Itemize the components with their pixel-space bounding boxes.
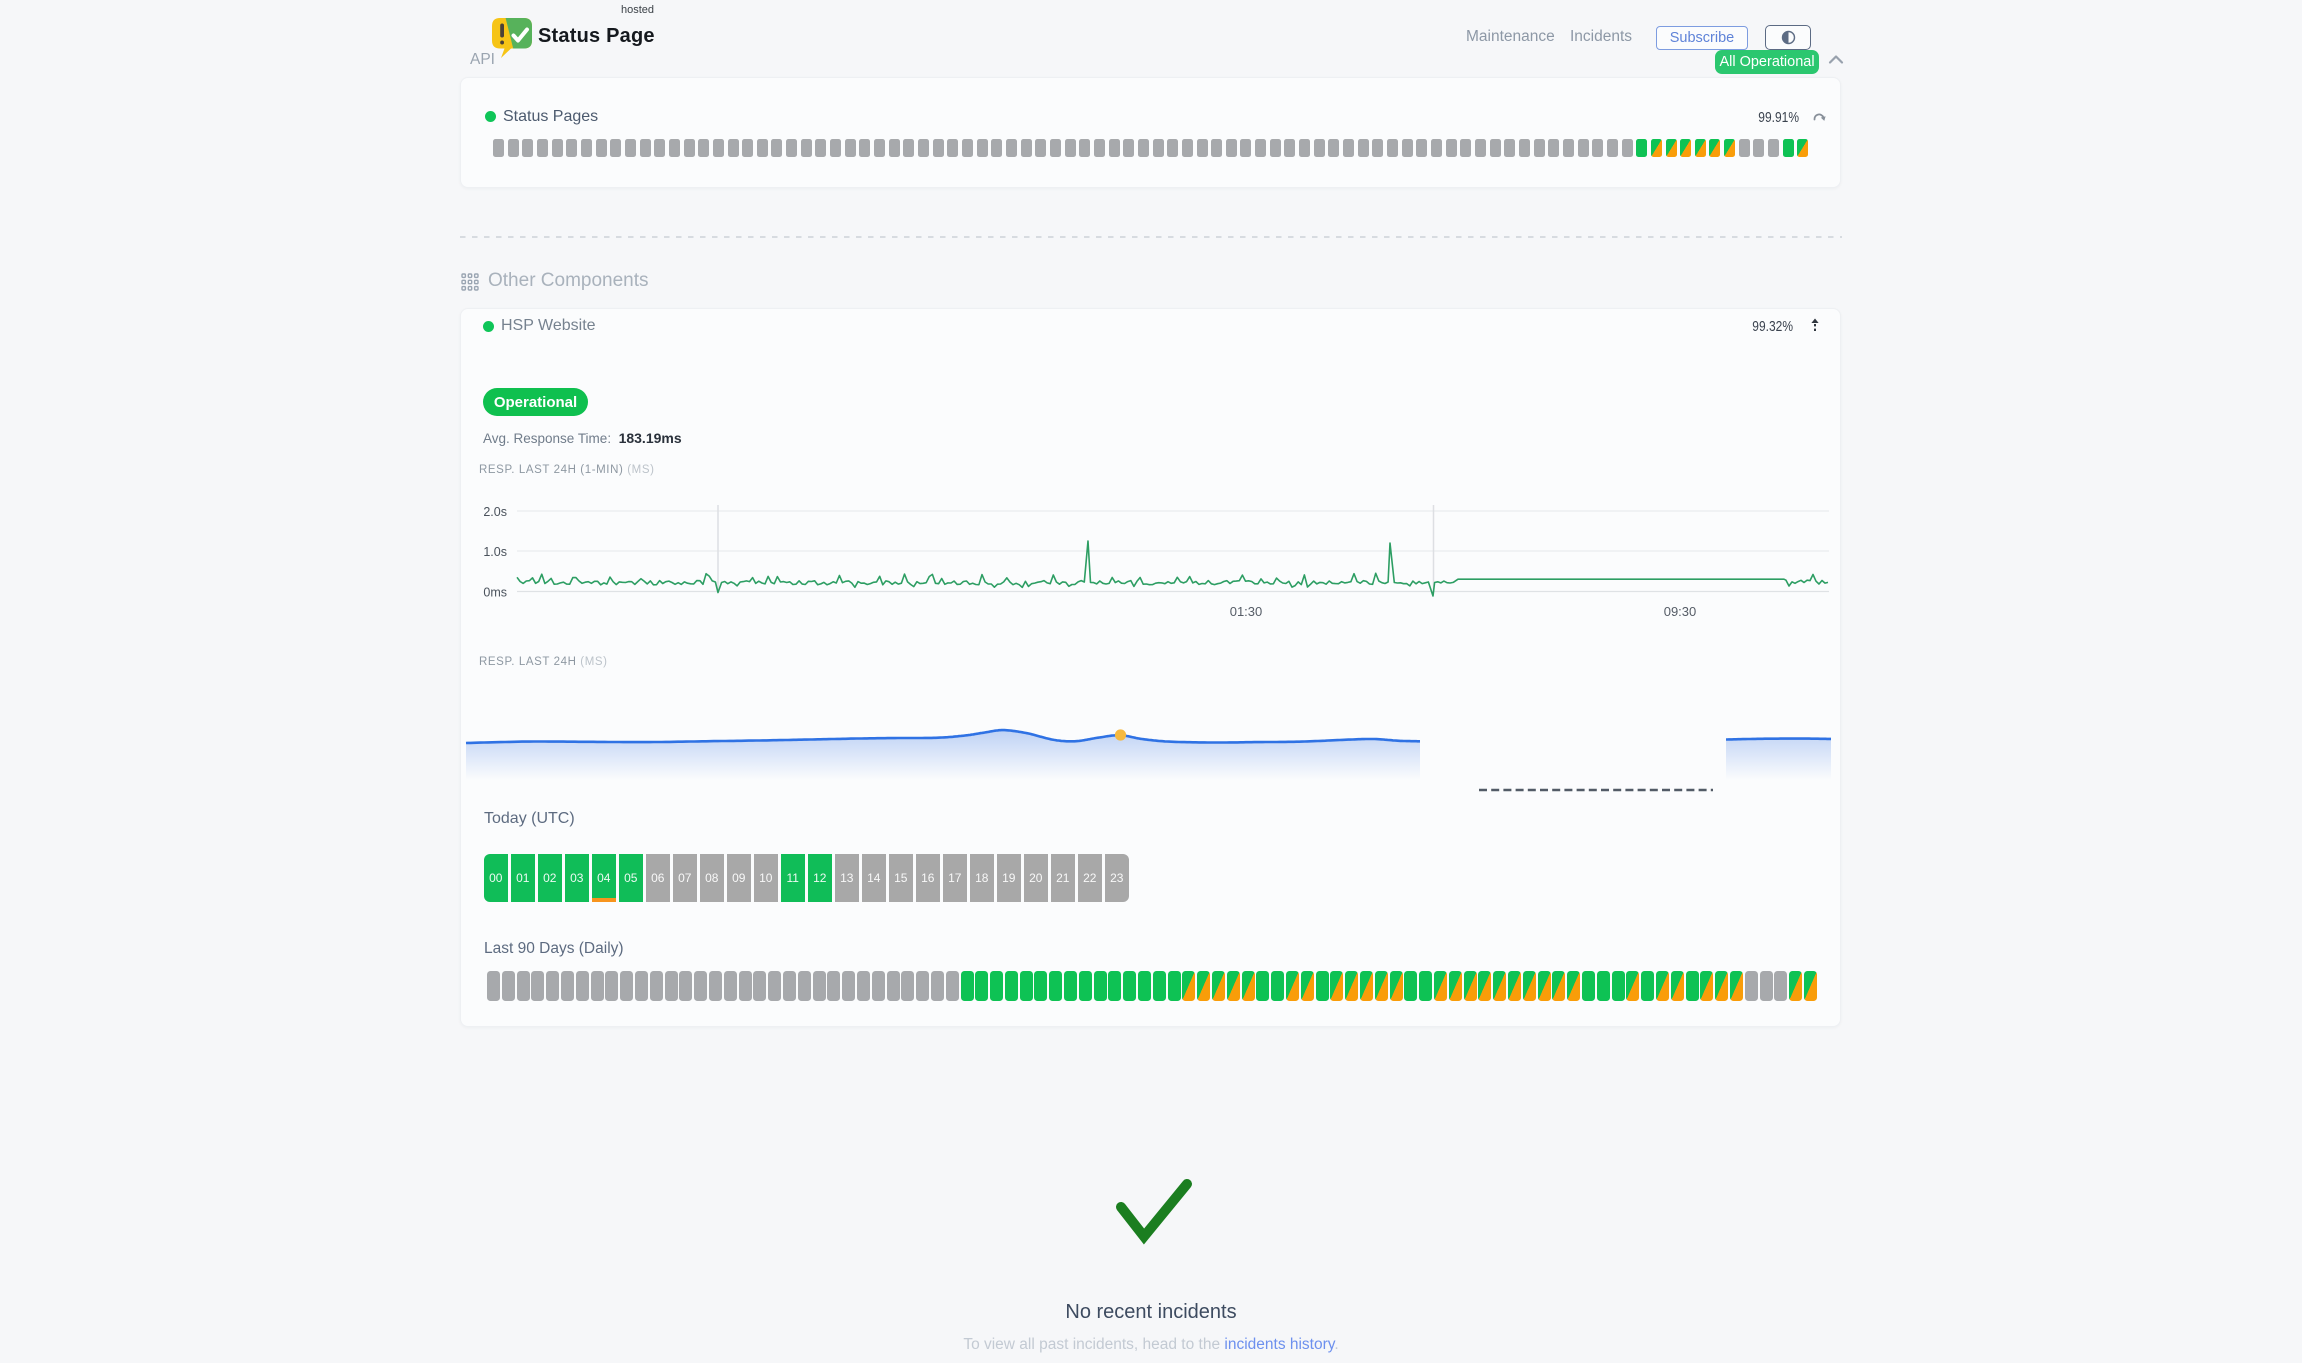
svg-text:0ms: 0ms bbox=[483, 586, 507, 600]
svg-text:1.0s: 1.0s bbox=[483, 545, 507, 559]
svg-text:2.0s: 2.0s bbox=[483, 505, 507, 519]
svg-text:01:30: 01:30 bbox=[1230, 604, 1263, 619]
svg-text:09:30: 09:30 bbox=[1664, 604, 1697, 619]
